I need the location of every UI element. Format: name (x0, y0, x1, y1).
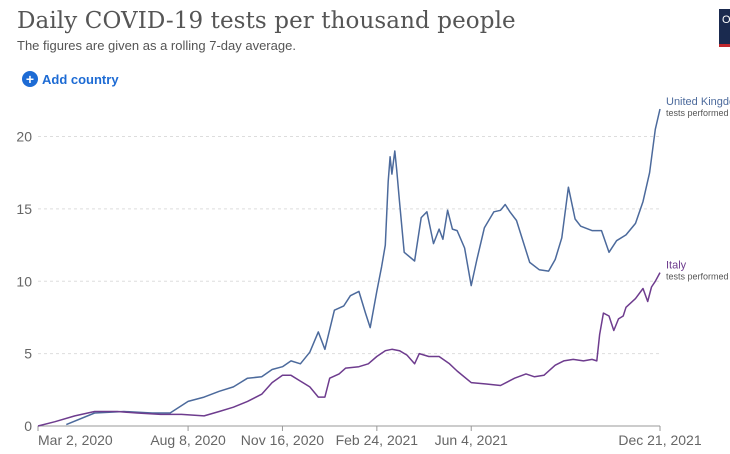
label-layer: United Kingdomtests performedItalytests … (666, 96, 730, 282)
grid-layer (38, 136, 660, 355)
logo-letter: O (722, 14, 730, 26)
series-layer (37, 108, 661, 427)
add-country-label: Add country (42, 71, 119, 87)
series-end-sublabel: tests performed (666, 272, 729, 282)
x-tick-label: Nov 16, 2020 (241, 432, 324, 448)
series-end-sublabel: tests performed (666, 108, 729, 118)
chart-title: Daily COVID-19 tests per thousand people (17, 8, 516, 34)
series-end-label[interactable]: United Kingdom (666, 96, 730, 108)
x-tick-label: Dec 21, 2021 (618, 432, 701, 448)
y-tick-label: 10 (16, 273, 32, 289)
chart-subtitle: The figures are given as a rolling 7-day… (17, 38, 296, 53)
logo-red-bar (719, 44, 730, 47)
series-end-label[interactable]: Italy (666, 260, 687, 272)
series-line-italy[interactable] (37, 272, 661, 427)
x-tick-label: Mar 2, 2020 (38, 432, 113, 448)
y-tick-label: 5 (24, 346, 32, 362)
y-tick-label: 20 (16, 129, 32, 145)
axis-layer: 0 5 10 15 20 Mar 2, 2020 Aug 8, 2020 Nov 16, 20… (16, 129, 701, 448)
y-tick-label: 15 (16, 201, 32, 217)
y-tick-label: 0 (24, 418, 32, 434)
x-tick-label: Jun 4, 2021 (435, 432, 508, 448)
plus-circle-icon: + (22, 71, 38, 87)
x-tick-label: Feb 24, 2021 (336, 432, 419, 448)
owid-logo[interactable]: O (719, 9, 730, 47)
add-country-button[interactable]: + Add country (22, 71, 119, 87)
series-line-united-kingdom[interactable] (66, 108, 661, 426)
x-tick-label: Aug 8, 2020 (150, 432, 226, 448)
